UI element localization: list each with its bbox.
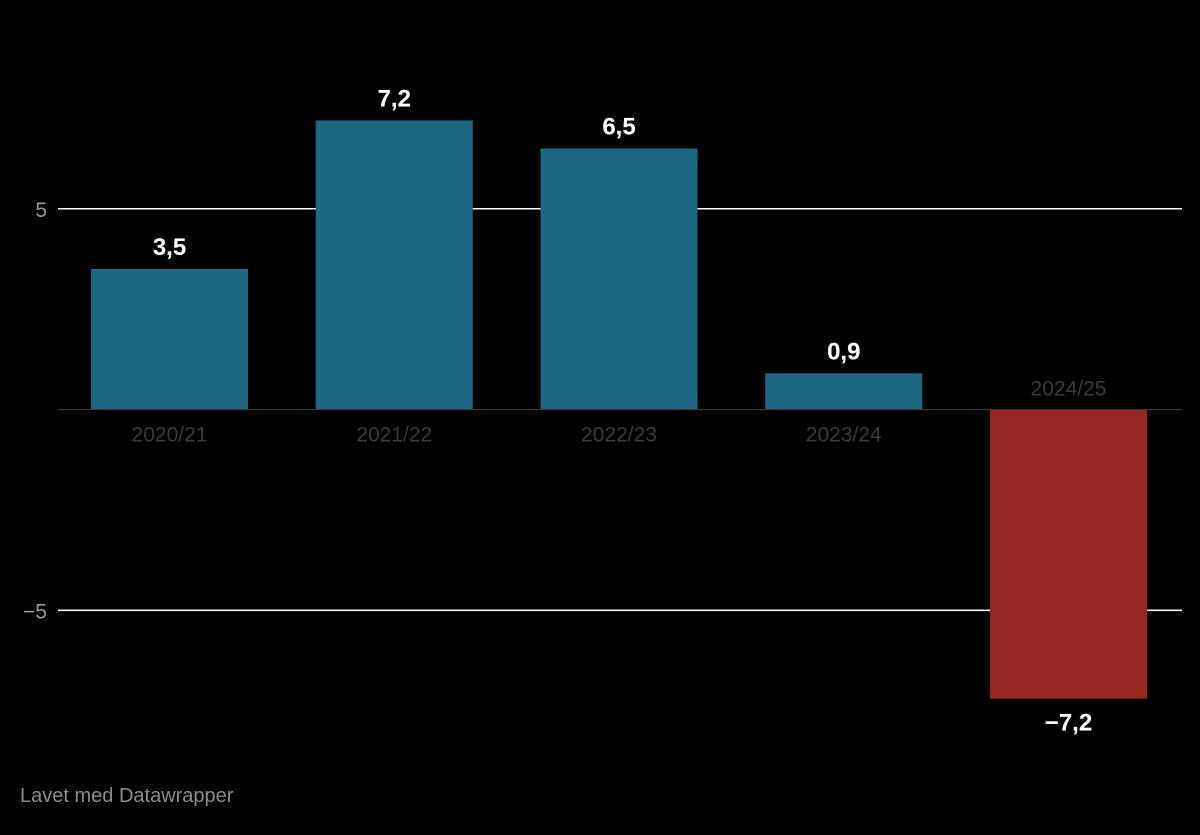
bar-2021-22	[315, 120, 473, 410]
y-tick-label: −5	[23, 600, 47, 623]
footer-credit: Lavet med Datawrapper	[20, 785, 234, 807]
bar-2024-25	[990, 409, 1147, 699]
category-label: 2023/24	[806, 424, 882, 447]
category-labels: 2020/21 2021/22 2022/23 2023/24 2024/25	[132, 378, 1107, 447]
value-label: 0,9	[827, 338, 860, 365]
category-label: 2022/23	[581, 424, 657, 447]
y-axis-ticks: 5 −5	[23, 199, 47, 624]
y-tick-label: 5	[35, 199, 47, 222]
bars	[91, 120, 1147, 699]
category-label: 2021/22	[356, 424, 432, 447]
category-label: 2024/25	[1031, 378, 1107, 401]
category-label: 2020/21	[132, 424, 208, 447]
value-labels: 3,5 7,2 6,5 0,9 −7,2	[152, 85, 1093, 737]
bar-2023-24	[765, 373, 923, 410]
value-label: 3,5	[153, 234, 186, 261]
value-label: 7,2	[378, 85, 411, 112]
bar-2022-23	[540, 148, 698, 410]
bar-2020-21	[91, 268, 248, 410]
value-label: −7,2	[1045, 710, 1092, 737]
value-label: 6,5	[602, 114, 635, 141]
